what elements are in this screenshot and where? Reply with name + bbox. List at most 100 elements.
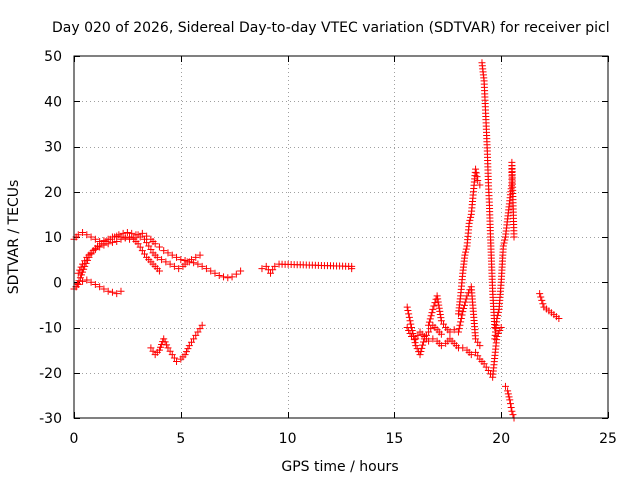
- data-point: [224, 274, 232, 282]
- plot-frame: [73, 55, 609, 419]
- data-point: [117, 287, 125, 295]
- data-point: [500, 239, 508, 247]
- data-point: [74, 281, 82, 289]
- data-point: [181, 351, 189, 359]
- data-point: [163, 341, 171, 349]
- data-point: [108, 288, 116, 296]
- y-tick-label: -10: [39, 321, 62, 337]
- data-point: [454, 328, 462, 336]
- data-point: [434, 298, 442, 306]
- y-tick-label: 0: [53, 275, 62, 291]
- data-point: [404, 307, 412, 315]
- data-point: [499, 242, 507, 250]
- data-point: [409, 330, 417, 338]
- data-point: [472, 165, 480, 173]
- data-point: [474, 176, 482, 184]
- data-point: [87, 249, 95, 257]
- data-point: [128, 229, 136, 237]
- data-point: [196, 251, 204, 259]
- data-point: [427, 312, 435, 320]
- data-point: [418, 344, 426, 352]
- data-point: [175, 265, 183, 273]
- y-axis-label: SDTVAR / TECUs: [6, 180, 22, 295]
- data-point: [406, 317, 414, 325]
- data-point: [429, 305, 437, 313]
- data-point: [192, 253, 200, 261]
- data-point: [437, 330, 445, 338]
- data-point: [433, 292, 441, 300]
- data-point: [138, 229, 146, 237]
- data-point: [501, 382, 509, 390]
- data-point: [136, 233, 144, 241]
- data-point: [457, 318, 465, 326]
- data-point: [455, 325, 463, 333]
- data-point: [104, 287, 112, 295]
- data-point: [75, 277, 83, 285]
- data-point: [194, 260, 202, 268]
- data-point: [121, 234, 129, 242]
- data-point: [476, 181, 484, 189]
- data-point: [430, 302, 438, 310]
- data-point: [509, 411, 517, 419]
- data-point: [348, 265, 356, 273]
- x-axis-label: GPS time / hours: [281, 459, 398, 475]
- data-point: [155, 267, 163, 275]
- data-point: [162, 258, 170, 266]
- data-point: [555, 314, 563, 322]
- data-point: [417, 347, 425, 355]
- data-point: [207, 267, 215, 275]
- data-point: [408, 327, 416, 335]
- y-tick-label: 20: [44, 185, 62, 201]
- data-point: [198, 262, 206, 270]
- data-point: [119, 229, 127, 237]
- data-point: [100, 285, 108, 293]
- data-point: [405, 310, 413, 318]
- y-tick-label: 30: [44, 140, 62, 156]
- data-point: [459, 308, 467, 316]
- data-point: [403, 303, 411, 311]
- data-point: [87, 278, 95, 286]
- data-point: [111, 233, 119, 241]
- data-point: [220, 273, 228, 281]
- x-tick-label: 15: [385, 431, 403, 447]
- y-tick-label: 40: [44, 94, 62, 110]
- x-tick-label: 10: [279, 431, 297, 447]
- x-tick-label: 0: [70, 431, 79, 447]
- data-point: [166, 260, 174, 268]
- data-point: [211, 269, 219, 277]
- data-point: [115, 231, 123, 239]
- data-point: [96, 283, 104, 291]
- data-point: [170, 262, 178, 270]
- data-point: [428, 309, 436, 317]
- data-point: [158, 256, 166, 264]
- x-tick-label: 5: [176, 431, 185, 447]
- data-point: [198, 321, 206, 329]
- data-point: [419, 338, 427, 346]
- data-point: [510, 233, 518, 241]
- data-point: [504, 390, 512, 398]
- x-tick-label: 25: [599, 431, 617, 447]
- data-point: [459, 344, 467, 352]
- data-point: [434, 295, 442, 303]
- data-point: [173, 357, 181, 365]
- data-point: [160, 335, 168, 343]
- data-point: [164, 249, 172, 257]
- data-point: [126, 233, 134, 241]
- data-point: [113, 290, 121, 298]
- data-point: [83, 276, 91, 284]
- data-point: [215, 271, 223, 279]
- y-tick-label: -20: [39, 366, 62, 382]
- y-tick-label: -30: [39, 411, 62, 427]
- data-point: [83, 231, 91, 239]
- data-point: [258, 265, 266, 273]
- data-point: [472, 169, 480, 177]
- data-point: [465, 219, 473, 227]
- data-point: [493, 314, 501, 322]
- data-point: [425, 318, 433, 326]
- data-point: [437, 314, 445, 322]
- data-point: [419, 341, 427, 349]
- data-point: [476, 342, 484, 350]
- data-point: [450, 326, 458, 334]
- data-point: [202, 265, 210, 273]
- data-point: [436, 310, 444, 318]
